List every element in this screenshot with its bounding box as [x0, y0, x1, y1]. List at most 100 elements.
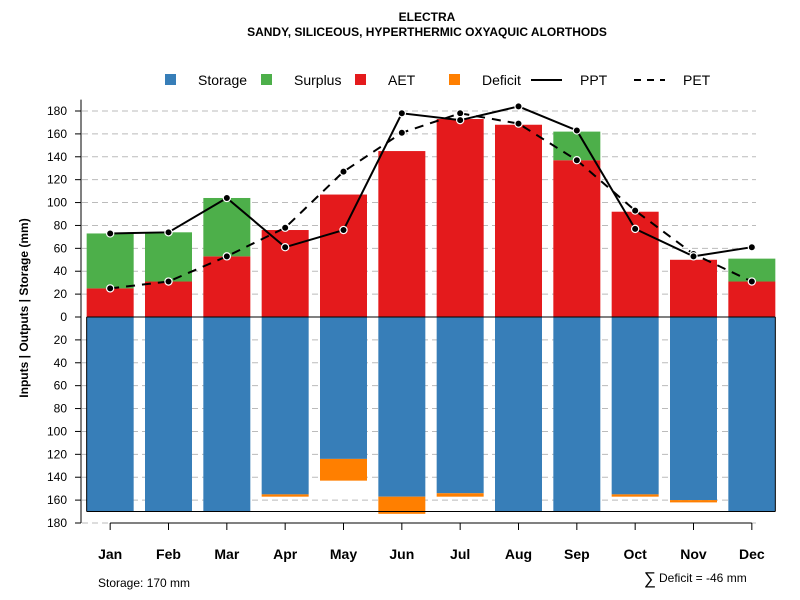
ppt-point [222, 193, 232, 203]
y-axis-label: Inputs | Outputs | Storage (mm) [17, 218, 31, 397]
ppt-point [280, 242, 290, 252]
ppt-point [164, 228, 173, 237]
pet-point [455, 109, 465, 118]
y-tick-label: 180 [47, 104, 67, 118]
bar-deficit [611, 494, 659, 497]
bar-aet [320, 194, 367, 317]
storage-footnote: Storage: 170 mm [98, 576, 190, 590]
legend-label: PPT [580, 72, 608, 88]
x-tick-label: Mar [214, 546, 239, 562]
bar-deficit [320, 458, 367, 481]
y-tick-label: 120 [47, 173, 67, 187]
y-tick-label: 140 [47, 470, 67, 484]
y-tick-label: 0 [60, 310, 67, 324]
ppt-point [514, 102, 523, 111]
bar-storage [495, 317, 542, 512]
legend-label: Storage [198, 72, 247, 88]
x-tick-label: Oct [623, 546, 647, 562]
y-tick-label: 60 [54, 379, 68, 393]
pet-line [110, 112, 753, 290]
bar-deficit [436, 493, 484, 497]
bar-storage [553, 317, 601, 512]
legend-label: Deficit [482, 72, 521, 88]
y-tick-label: 180 [47, 516, 67, 530]
legend-label: PET [683, 72, 711, 88]
x-tick-label: Aug [505, 546, 532, 562]
legend-swatch [165, 74, 176, 85]
bar-surplus [728, 258, 776, 282]
bar-deficit [378, 496, 426, 514]
bar-storage [320, 317, 367, 459]
y-tick-label: 40 [54, 356, 68, 370]
legend-label: AET [388, 72, 416, 88]
deficit-footnote: Deficit = -46 mm [659, 571, 747, 585]
bar-aet [728, 281, 776, 317]
bar-storage [261, 317, 309, 495]
bar-aet [436, 119, 484, 317]
y-tick-label: 100 [47, 424, 67, 438]
pet-point [164, 277, 173, 286]
ppt-point [105, 229, 115, 238]
bars [86, 119, 776, 514]
legend-swatch [355, 74, 366, 85]
bar-aet [670, 259, 717, 317]
ppt-point [689, 252, 698, 261]
ppt-point [397, 109, 407, 118]
legend-swatch [449, 74, 460, 85]
sigma-icon: ∑ [644, 569, 656, 588]
bar-storage [145, 317, 192, 512]
bar-storage [436, 317, 484, 494]
bar-surplus [86, 233, 134, 289]
chart-title: ELECTRA [399, 10, 456, 24]
bar-storage [611, 317, 659, 495]
y-tick-label: 160 [47, 493, 67, 507]
bar-aet [553, 160, 601, 317]
pet-point [105, 284, 115, 293]
axes: 180 160 140 120 100 80 60 40 20 0 20 40 60 80 100 120 14… [47, 99, 765, 562]
bar-deficit [670, 500, 717, 503]
ppt-point [747, 242, 757, 252]
x-tick-label: Jul [450, 546, 470, 562]
ppt-point [455, 115, 465, 125]
y-tick-label: 100 [47, 196, 67, 210]
bar-aet [145, 281, 192, 317]
legend: Storage Surplus AET Deficit PPT PET [165, 72, 711, 88]
y-tick-label: 80 [54, 402, 68, 416]
series-lines [105, 102, 757, 293]
legend-label: Surplus [294, 72, 341, 88]
pet-point [630, 206, 640, 215]
bar-deficit [261, 494, 309, 497]
x-tick-label: Feb [156, 546, 181, 562]
y-tick-label: 120 [47, 447, 67, 461]
ppt-point [630, 224, 640, 234]
bar-storage [86, 317, 134, 512]
pet-point [572, 156, 582, 165]
bar-aet [86, 288, 134, 317]
x-tick-label: Sep [564, 546, 590, 562]
pet-point [397, 128, 407, 137]
y-tick-label: 40 [54, 264, 68, 278]
ppt-point [572, 126, 582, 135]
pet-point [280, 223, 290, 232]
bar-storage [728, 317, 776, 512]
chart-subtitle: SANDY, SILICEOUS, HYPERTHERMIC OXYAQUIC … [247, 25, 607, 39]
bar-surplus [145, 232, 192, 282]
pet-point [222, 252, 232, 261]
x-tick-label: Dec [739, 546, 765, 562]
y-tick-label: 20 [54, 333, 68, 347]
ppt-line [110, 105, 752, 258]
y-tick-label: 140 [47, 150, 67, 164]
x-tick-label: Apr [273, 546, 298, 562]
x-tick-label: Nov [680, 546, 707, 562]
y-tick-label: 20 [54, 287, 68, 301]
bar-aet [495, 124, 542, 317]
axes-frame [86, 316, 776, 513]
pet-point [747, 277, 757, 286]
bar-aet [203, 256, 251, 317]
pet-point [339, 167, 348, 176]
bar-aet [378, 151, 426, 317]
y-tick-label: 160 [47, 127, 67, 141]
legend-swatch [261, 74, 272, 85]
x-tick-label: Jan [98, 546, 122, 562]
y-tick-label: 60 [54, 241, 68, 255]
